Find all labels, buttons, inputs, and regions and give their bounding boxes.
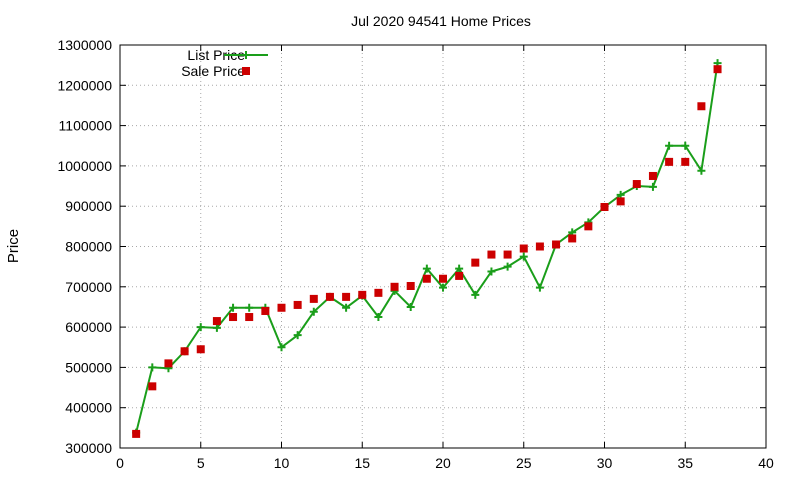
x-tick-label: 5 — [197, 455, 205, 471]
sale-price-point — [455, 271, 464, 280]
sale-price-point — [358, 290, 367, 299]
y-axis-label: Price — [5, 229, 22, 263]
list-price-point — [681, 141, 690, 150]
x-tick-label: 40 — [758, 455, 774, 471]
sale-price-point — [196, 345, 205, 354]
list-price-point — [487, 267, 496, 276]
y-tick-label: 1100000 — [59, 118, 113, 134]
sale-price-point — [212, 317, 221, 326]
x-tick-label: 35 — [677, 455, 693, 471]
legend-label-list-price: List Price — [187, 47, 245, 63]
sale-price-point — [422, 274, 431, 283]
sale-price-point — [471, 258, 480, 267]
sale-price-point — [180, 347, 189, 356]
list-price-point — [535, 283, 544, 292]
list-price-point — [519, 252, 528, 261]
y-tick-label: 900000 — [65, 198, 112, 214]
x-tick-label: 30 — [597, 455, 613, 471]
x-tick-label: 10 — [274, 455, 290, 471]
list-price-point — [406, 302, 415, 311]
list-price-point — [422, 264, 431, 273]
sale-price-point — [293, 300, 302, 309]
sale-price-point — [681, 157, 690, 166]
y-tick-label: 700000 — [65, 279, 112, 295]
list-price-point — [439, 283, 447, 292]
list-price-point — [277, 343, 286, 352]
y-tick-label: 400000 — [65, 400, 112, 416]
sale-price-point — [568, 234, 577, 243]
sale-price-point — [487, 250, 496, 259]
sale-price-point — [309, 294, 318, 303]
sale-price-point — [390, 282, 399, 291]
sale-price-point — [713, 65, 722, 74]
y-tick-label: 1300000 — [57, 37, 112, 53]
sale-price-point — [519, 244, 528, 253]
sale-price-point — [503, 250, 512, 259]
legend-swatch-sale-price — [242, 67, 250, 75]
list-price-point — [471, 290, 480, 299]
axes: 0 5 10 15 20 25 30 35 40 300000 400000 500000 600000… — [57, 37, 774, 471]
sale-price-point — [439, 274, 447, 283]
sale-price-point — [600, 203, 609, 212]
x-tick-label: 15 — [354, 455, 370, 471]
list-price-point — [697, 166, 706, 175]
sale-price-point — [616, 197, 625, 206]
list-price-point — [342, 303, 351, 312]
list-price-point — [229, 303, 238, 312]
y-tick-label: 1200000 — [57, 77, 112, 93]
sale-price-point — [374, 288, 383, 297]
list-price-point — [148, 363, 157, 372]
sale-price-point — [552, 240, 561, 249]
sale-price-point — [697, 102, 706, 111]
list-price-point — [245, 303, 254, 312]
sale-price-point — [245, 313, 254, 322]
sale-price-point — [261, 306, 270, 315]
y-tick-label: 300000 — [65, 440, 112, 456]
sale-price-point — [406, 281, 415, 290]
list-price-point — [309, 307, 318, 316]
sale-price-point — [148, 382, 157, 391]
legend-label-sale-price: Sale Price — [181, 63, 245, 79]
x-tick-label: 25 — [516, 455, 532, 471]
list-price-point — [212, 323, 221, 332]
sale-price-point — [342, 292, 351, 301]
y-tick-label: 500000 — [65, 359, 112, 375]
list-price-point — [196, 323, 205, 332]
legend-marker-list-price — [242, 51, 250, 59]
list-price-line — [135, 62, 719, 433]
sale-price-point — [632, 180, 641, 189]
sale-price-point — [584, 222, 593, 231]
x-tick-label: 0 — [116, 455, 124, 471]
list-price-point — [665, 141, 674, 150]
y-tick-label: 600000 — [65, 319, 112, 335]
sale-price-point — [277, 303, 286, 312]
x-tick-label: 20 — [435, 455, 451, 471]
sale-price-point — [132, 429, 141, 438]
y-tick-label: 1000000 — [57, 158, 112, 174]
list-price-point — [293, 331, 302, 340]
list-price-point — [503, 262, 512, 271]
list-price-point — [455, 264, 464, 273]
sale-price-point — [325, 292, 334, 301]
sale-price-point — [229, 313, 238, 322]
series — [132, 59, 722, 438]
list-price-point — [648, 182, 657, 191]
y-tick-label: 800000 — [65, 239, 112, 255]
list-price-point — [374, 313, 383, 322]
chart-title: Jul 2020 94541 Home Prices — [351, 13, 531, 29]
sale-price-point — [648, 171, 657, 180]
sale-price-point — [535, 242, 544, 251]
sale-price-point — [665, 157, 674, 166]
sale-price-point — [164, 359, 173, 368]
grid — [120, 45, 766, 448]
